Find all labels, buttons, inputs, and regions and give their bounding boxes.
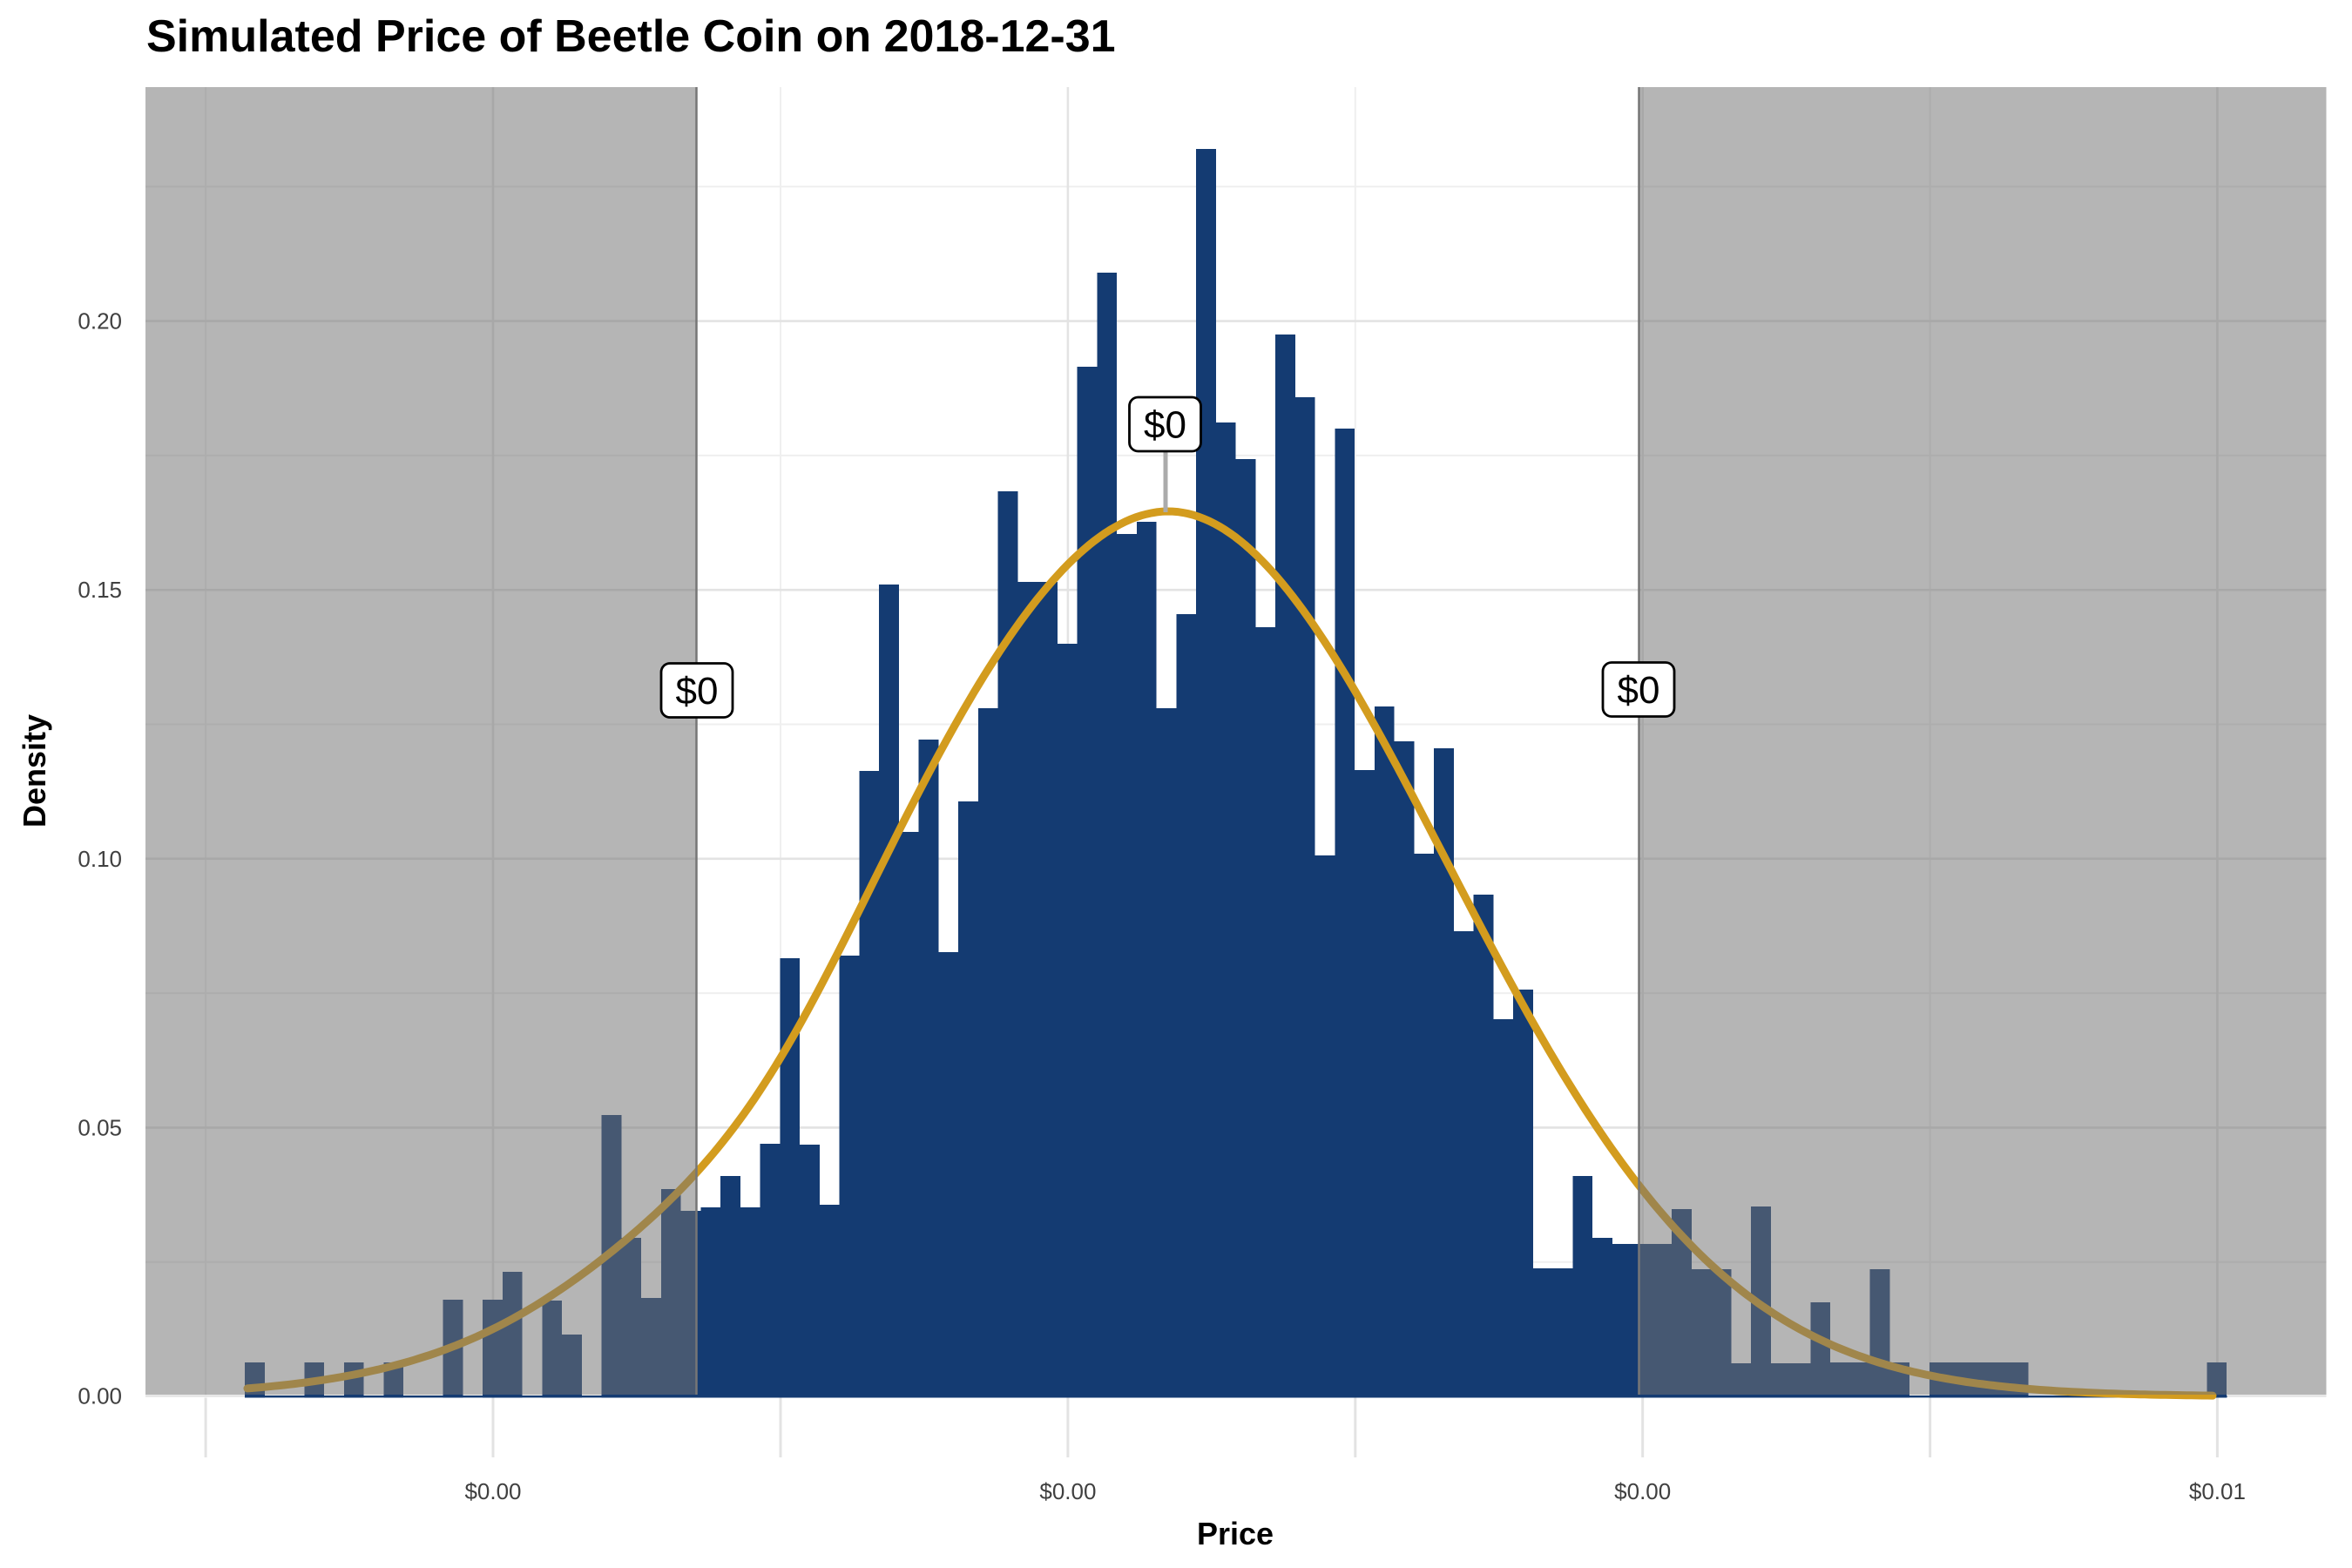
svg-text:0.05: 0.05	[78, 1114, 122, 1140]
svg-text:Price: Price	[1197, 1516, 1274, 1551]
svg-text:$0.00: $0.00	[1039, 1478, 1096, 1504]
svg-text:$0.00: $0.00	[464, 1478, 521, 1504]
svg-text:Density: Density	[17, 714, 52, 828]
svg-text:0.15: 0.15	[78, 577, 122, 603]
svg-text:$0: $0	[676, 670, 719, 713]
svg-text:0.10: 0.10	[78, 846, 122, 872]
svg-text:$0.00: $0.00	[1614, 1478, 1671, 1504]
svg-text:$0.01: $0.01	[2189, 1478, 2246, 1504]
svg-text:0.00: 0.00	[78, 1383, 122, 1409]
svg-text:0.20: 0.20	[78, 308, 122, 335]
svg-text:Simulated Price of Beetle Coin: Simulated Price of Beetle Coin on 2018-1…	[146, 11, 1116, 62]
svg-text:$0: $0	[1144, 404, 1186, 447]
svg-text:$0: $0	[1618, 669, 1660, 712]
